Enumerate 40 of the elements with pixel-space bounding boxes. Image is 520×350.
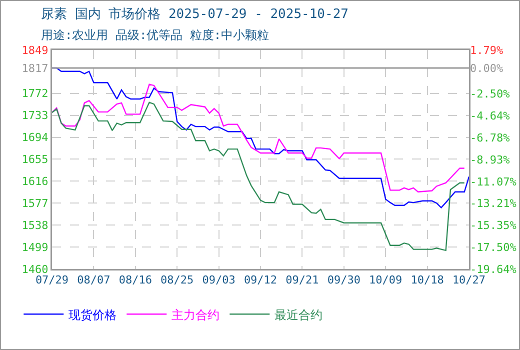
- y2-tick-label: -6.78%: [470, 131, 510, 144]
- y-tick-label: 1817: [22, 62, 48, 75]
- y-tick-label: 1772: [22, 87, 48, 100]
- legend-label: 主力合约: [172, 308, 220, 322]
- chart-title: 尿素 国内 市场价格 2025-07-29 - 2025-10-27: [41, 7, 348, 22]
- x-tick-label: 10/09: [369, 274, 402, 287]
- line-series: [52, 102, 465, 252]
- y-tick-label: 1849: [22, 44, 48, 57]
- y2-tick-label: -2.50%: [470, 88, 510, 101]
- y2-tick-label: -13.21%: [470, 197, 517, 210]
- legend-label: 现货价格: [68, 308, 117, 322]
- x-tick-label: 09/30: [327, 274, 360, 287]
- y2-tick-label: -4.64%: [470, 110, 510, 123]
- y2-tick-label: -19.64%: [470, 262, 517, 276]
- line-series: [52, 84, 465, 192]
- y-tick-label: 1460: [22, 262, 48, 276]
- y-tick-label: 1538: [22, 218, 48, 232]
- y2-tick-label: -17.50%: [470, 240, 517, 254]
- y-tick-label: 1694: [22, 131, 49, 144]
- x-tick-label: 07/29: [35, 274, 69, 287]
- y2-tick-label: -15.35%: [470, 219, 517, 232]
- y2-tick-label: 0.00%: [470, 62, 504, 76]
- y2-tick-label: 1.79%: [470, 44, 504, 57]
- y-tick-label: 1616: [22, 175, 48, 188]
- y-tick-label: 1733: [22, 109, 48, 122]
- x-tick-label: 10/18: [410, 274, 444, 287]
- y-tick-label: 1577: [22, 196, 48, 210]
- legend-label: 最近合约: [274, 308, 323, 322]
- y2-tick-label: -8.93%: [470, 153, 510, 166]
- y2-tick-label: -11.07%: [470, 175, 517, 188]
- x-tick-label: 09/21: [286, 274, 319, 287]
- x-tick-label: 09/03: [202, 274, 236, 287]
- x-tick-label: 08/16: [118, 274, 152, 287]
- x-tick-label: 08/25: [160, 274, 194, 287]
- y-tick-label: 1499: [22, 240, 48, 254]
- chart-subtitle: 用途:农业用 品级:优等品 粒度:中小颗粒: [41, 28, 270, 42]
- x-tick-label: 10/27: [452, 274, 486, 287]
- x-tick-label: 08/07: [77, 274, 110, 287]
- x-tick-label: 09/12: [244, 274, 278, 287]
- y-tick-label: 1655: [22, 153, 48, 166]
